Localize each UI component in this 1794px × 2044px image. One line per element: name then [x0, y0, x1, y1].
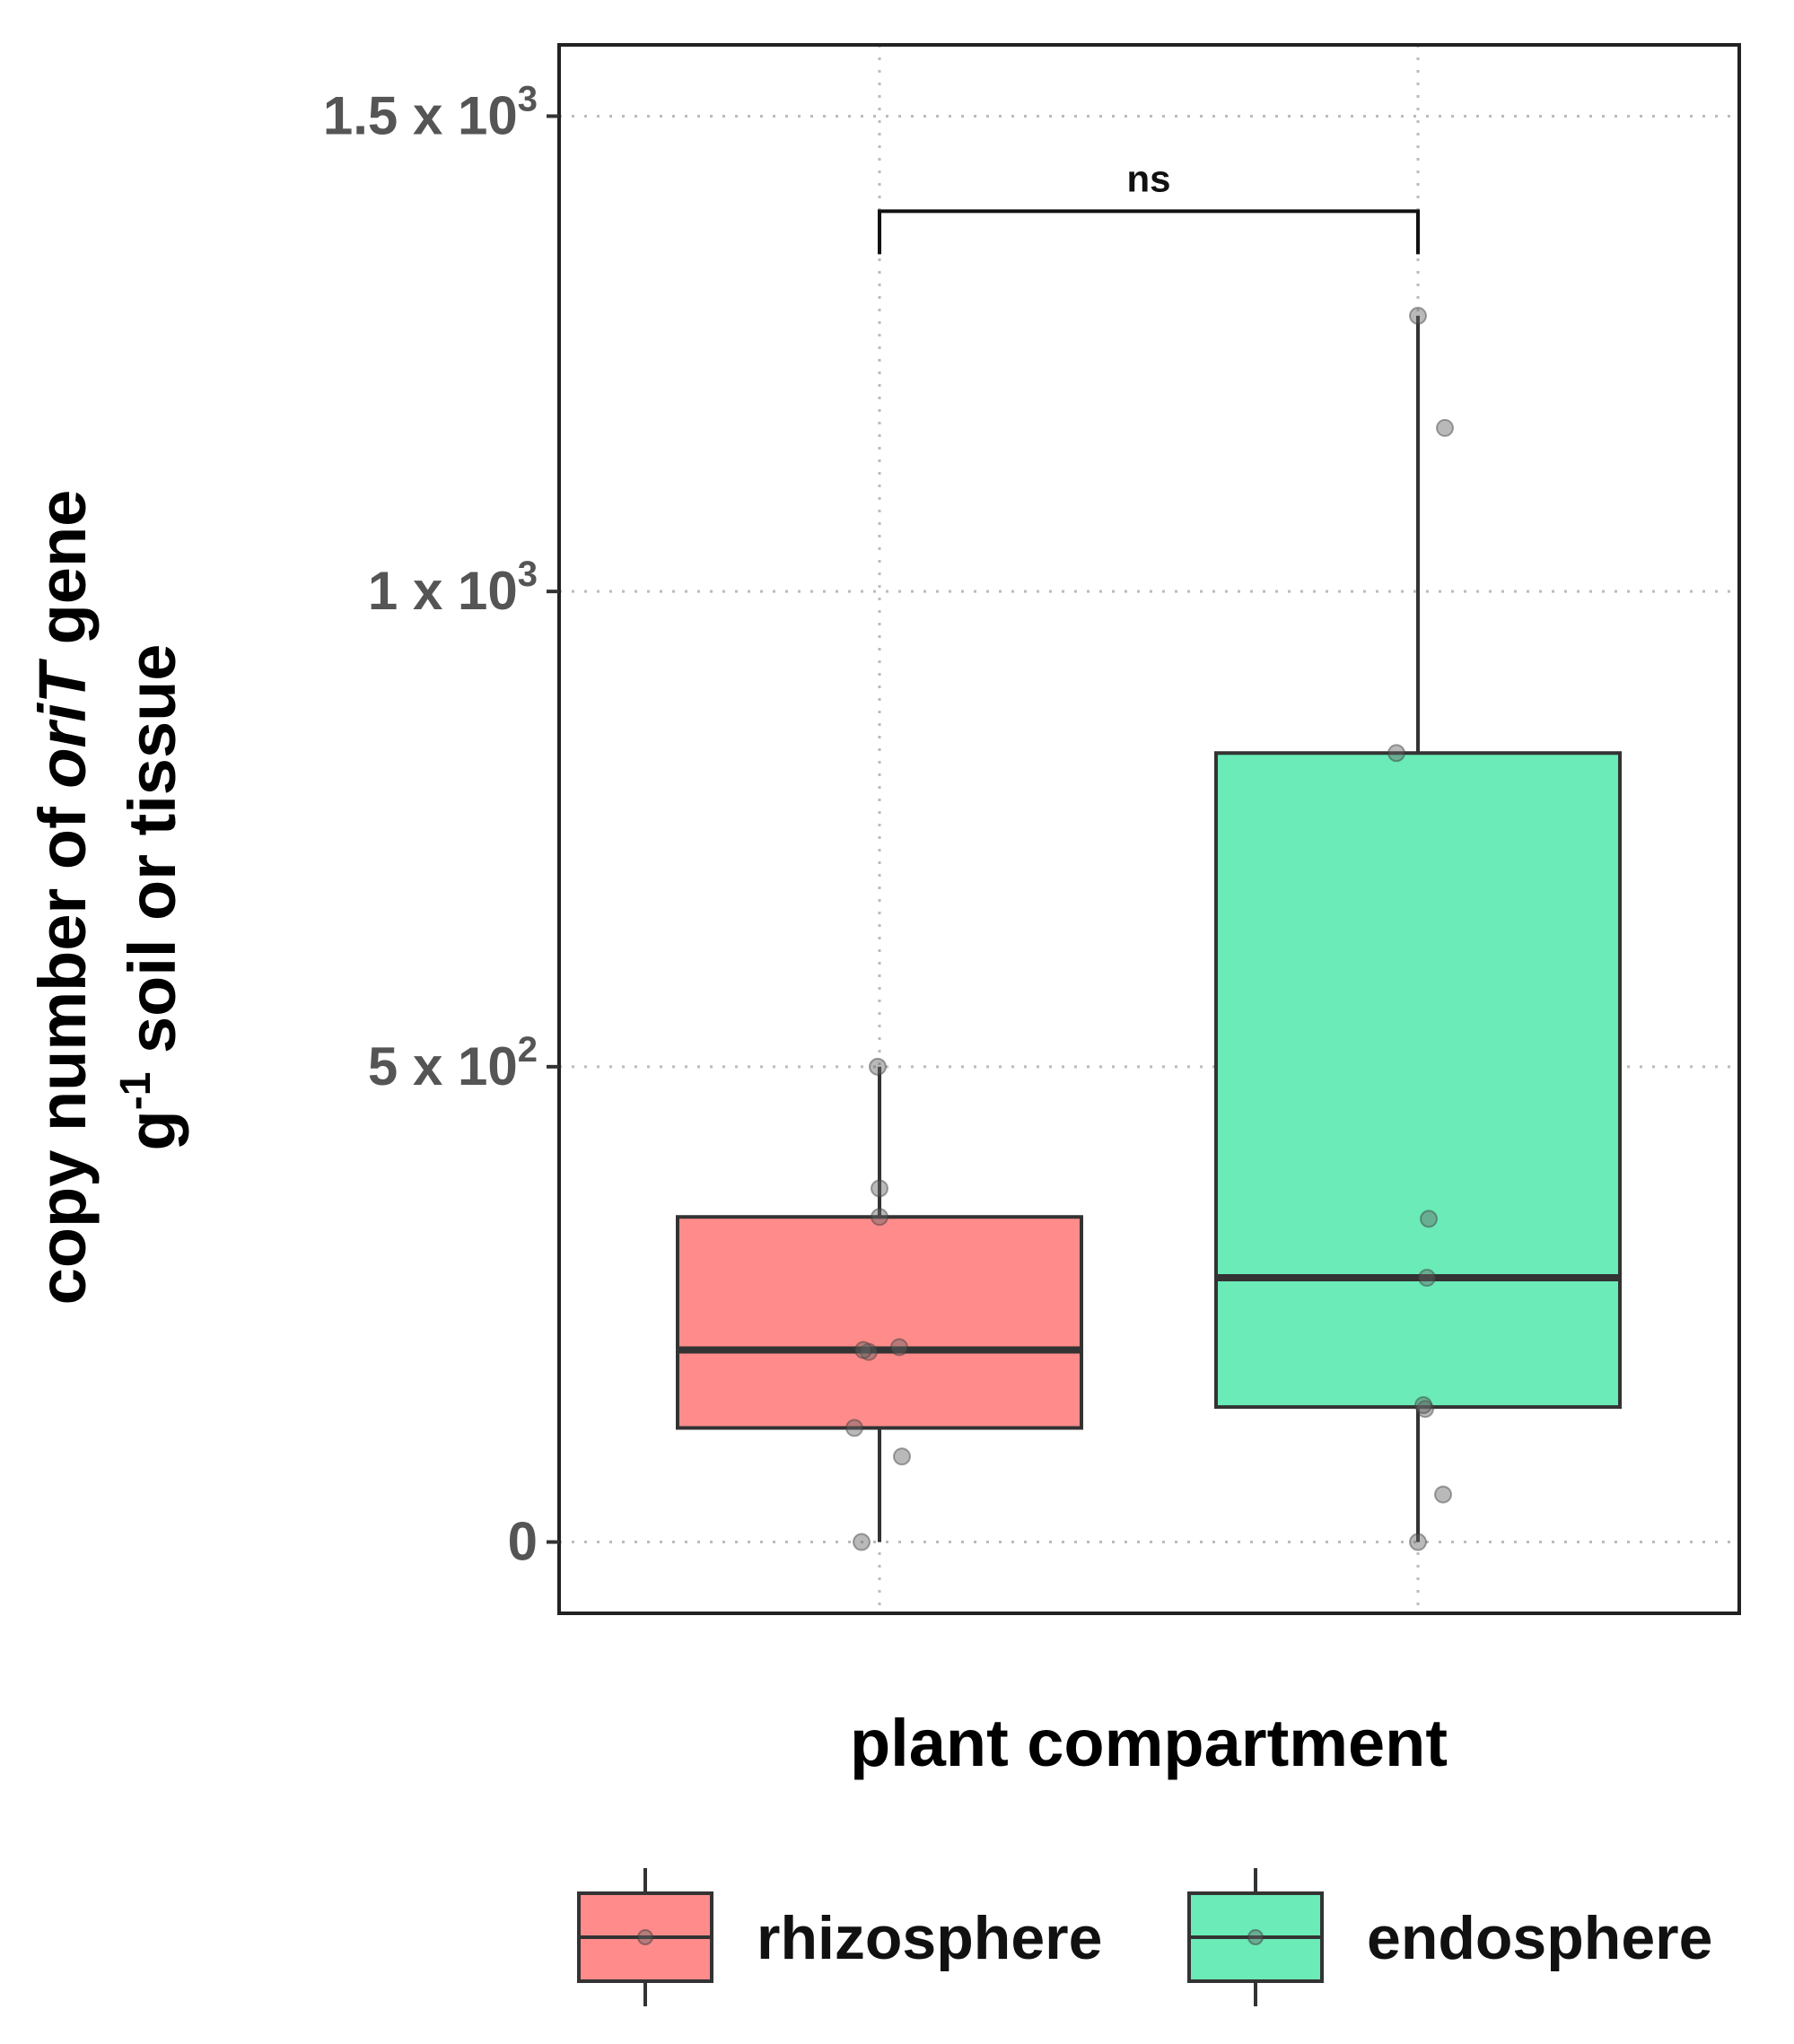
- y-tick-base-2: 1 x 10: [368, 561, 518, 621]
- y-tick-label-1: 5 x 102: [368, 1030, 538, 1096]
- y-tick-label-3: 1.5 x 103: [323, 79, 538, 145]
- box-plots: [676, 315, 1622, 1542]
- legend-label-endosphere: endosphere: [1367, 1904, 1712, 1972]
- legend-label-rhizosphere: rhizosphere: [757, 1904, 1102, 1972]
- point-endosphere-7: [1436, 418, 1454, 437]
- y-tick-exponent-3: 3: [518, 79, 538, 118]
- y-axis-title-exponent: -1: [112, 1072, 160, 1111]
- y-tick-label-2: 1 x 103: [368, 555, 538, 621]
- point-rhizosphere-2: [845, 1419, 863, 1437]
- legend-point-rhizosphere: [637, 1929, 653, 1945]
- point-rhizosphere-3: [860, 1342, 878, 1361]
- x-axis-title: plant compartment: [850, 1706, 1448, 1780]
- point-endosphere-3: [1414, 1395, 1432, 1414]
- point-rhizosphere-6: [871, 1208, 888, 1227]
- plot-panel-border: [557, 43, 1741, 1615]
- y-axis-title-line2: g-1 soil or tissue: [112, 644, 189, 1151]
- significance-label: ns: [1126, 157, 1170, 199]
- y-axis-title-rest: soil or tissue: [115, 644, 189, 1072]
- significance-line: [878, 209, 1420, 255]
- legend-point-endosphere: [1247, 1929, 1264, 1945]
- y-tick-base-3: 1.5 x 10: [323, 85, 518, 145]
- y-tick-base-0: 0: [508, 1512, 538, 1572]
- y-axis-title-prefix: copy number of: [25, 789, 100, 1306]
- y-axis-title-g: g: [115, 1110, 189, 1150]
- point-endosphere-4: [1418, 1269, 1436, 1288]
- y-tick-base-1: 5 x 10: [368, 1036, 518, 1096]
- legend: rhizosphere endosphere: [577, 1868, 1712, 2006]
- point-rhizosphere-8: [869, 1057, 887, 1076]
- y-axis-title: copy number of oriT gene: [25, 490, 100, 1306]
- point-rhizosphere-1: [893, 1447, 911, 1466]
- y-tick-label-0: 0: [508, 1512, 538, 1572]
- y-axis-title-suffix: gene: [25, 490, 100, 663]
- y-tick-exponent-1: 2: [518, 1030, 538, 1070]
- point-endosphere-2: [1416, 1400, 1434, 1419]
- y-axis-title-italic: oriT: [25, 658, 100, 789]
- point-endosphere-0: [1409, 1533, 1427, 1551]
- data-points: [845, 306, 1454, 1551]
- significance-bracket: ns: [878, 157, 1420, 255]
- point-endosphere-6: [1387, 744, 1405, 763]
- point-endosphere-8: [1409, 306, 1427, 325]
- point-endosphere-5: [1420, 1210, 1438, 1228]
- point-rhizosphere-0: [853, 1533, 871, 1551]
- point-rhizosphere-7: [871, 1179, 888, 1198]
- point-rhizosphere-5: [890, 1338, 908, 1357]
- box-endosphere: [1214, 751, 1622, 1410]
- point-rhizosphere-4: [854, 1341, 872, 1359]
- point-endosphere-1: [1434, 1485, 1452, 1504]
- box-rhizosphere: [676, 1215, 1083, 1430]
- y-tick-exponent-2: 3: [518, 555, 538, 594]
